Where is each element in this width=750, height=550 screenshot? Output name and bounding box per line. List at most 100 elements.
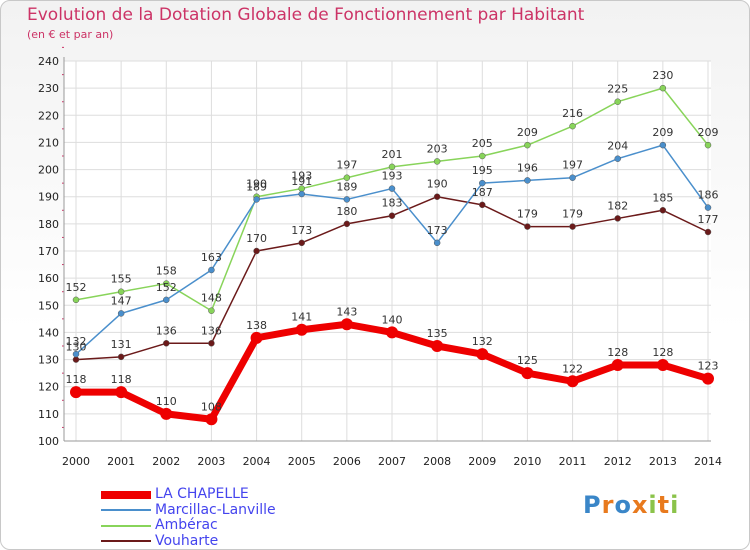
data-label: 216: [562, 107, 583, 120]
data-point: [117, 353, 125, 361]
y-tick-label: 220: [38, 109, 59, 122]
y-tick-label: 120: [38, 381, 59, 394]
x-tick-label: 2002: [152, 455, 180, 468]
data-label: 152: [66, 281, 87, 294]
chart-title: Evolution de la Dotation Globale de Fonc…: [27, 5, 585, 25]
y-tick-label: 230: [38, 82, 59, 95]
data-point: [72, 296, 80, 304]
data-label: 173: [427, 224, 448, 237]
data-label: 128: [652, 346, 673, 359]
data-label: 187: [472, 186, 493, 199]
data-label: 196: [517, 161, 538, 174]
data-label: 186: [698, 189, 719, 202]
data-label: 110: [156, 395, 177, 408]
logo-letter: i: [670, 491, 680, 519]
data-point: [566, 375, 579, 388]
data-label: 136: [156, 324, 177, 337]
y-tick-label: 140: [38, 326, 59, 339]
logo-letter: t: [657, 491, 671, 519]
y-tick-label: 150: [38, 299, 59, 312]
data-point: [208, 266, 215, 274]
data-point: [72, 350, 80, 358]
data-point: [569, 122, 576, 130]
x-tick-label: 2006: [333, 455, 361, 468]
data-label: 197: [562, 159, 583, 172]
legend-label: Ambérac: [155, 517, 218, 534]
data-point: [656, 359, 669, 371]
data-point: [569, 223, 576, 230]
y-tick-label: 190: [38, 191, 59, 204]
x-tick-label: 2005: [288, 455, 316, 468]
data-point: [524, 141, 531, 149]
data-label: 179: [562, 208, 583, 221]
legend-label: LA CHAPELLE: [155, 486, 249, 503]
data-point: [521, 367, 534, 380]
data-point: [343, 220, 351, 228]
data-label: 136: [201, 324, 222, 337]
proxiti-logo: Proxiti: [583, 491, 679, 519]
y-tick-label: 180: [38, 218, 59, 231]
data-label: 158: [156, 265, 177, 278]
data-label: 155: [111, 273, 132, 286]
data-label: 128: [607, 346, 628, 359]
x-tick-label: 2007: [378, 455, 406, 468]
logo-letter: P: [583, 491, 602, 519]
data-point: [253, 196, 260, 203]
data-point: [205, 413, 218, 426]
data-label: 123: [698, 360, 719, 373]
x-tick-label: 2009: [468, 455, 496, 468]
data-label: 201: [382, 148, 403, 161]
data-label: 173: [291, 224, 312, 237]
data-label: 230: [652, 69, 673, 82]
data-point: [479, 179, 486, 187]
data-label: 143: [336, 305, 357, 318]
data-point: [704, 141, 712, 149]
data-label: 185: [652, 191, 673, 204]
data-point: [343, 196, 351, 203]
x-tick-label: 2001: [107, 455, 135, 468]
data-point: [704, 228, 712, 236]
data-label: 118: [111, 373, 132, 386]
data-label: 152: [156, 281, 177, 294]
x-tick-label: 2011: [559, 455, 587, 468]
y-tick-label: 100: [38, 435, 59, 448]
x-tick-label: 2004: [243, 455, 271, 468]
data-label: 138: [246, 319, 267, 332]
legend-item: Vouharte: [101, 533, 276, 550]
data-point: [163, 280, 170, 287]
data-point: [295, 323, 308, 336]
data-point: [479, 201, 486, 209]
legend-swatch: [101, 540, 151, 543]
data-point: [70, 386, 82, 399]
x-tick-label: 2010: [513, 455, 541, 468]
x-tick-label: 2008: [423, 455, 451, 468]
data-label: 147: [111, 294, 132, 307]
data-label: 108: [201, 400, 222, 413]
data-label: 177: [698, 213, 719, 226]
data-point: [659, 141, 667, 149]
y-tick-label: 110: [38, 408, 59, 421]
data-point: [253, 247, 260, 255]
data-point: [163, 340, 170, 347]
data-point: [72, 356, 80, 363]
data-point: [614, 215, 621, 222]
legend: LA CHAPELLE Marcillac-Lanville Ambérac Vouh…: [101, 487, 276, 549]
data-point: [388, 212, 396, 219]
data-point: [386, 326, 398, 339]
x-tick-label: 2014: [694, 455, 722, 468]
data-label: 180: [336, 205, 357, 218]
data-point: [476, 348, 489, 361]
x-tick-label: 2013: [649, 455, 677, 468]
data-point: [298, 239, 305, 247]
data-label: 195: [472, 164, 493, 177]
data-point: [388, 163, 396, 171]
data-point: [208, 340, 215, 347]
data-point: [298, 190, 305, 198]
data-label: 191: [291, 175, 312, 188]
legend-swatch: [101, 509, 151, 512]
data-point: [704, 204, 712, 211]
data-label: 193: [382, 170, 403, 183]
chart-subtitle: (en € et par an): [27, 28, 114, 41]
logo-letter: r: [601, 491, 615, 519]
data-label: 179: [517, 208, 538, 221]
